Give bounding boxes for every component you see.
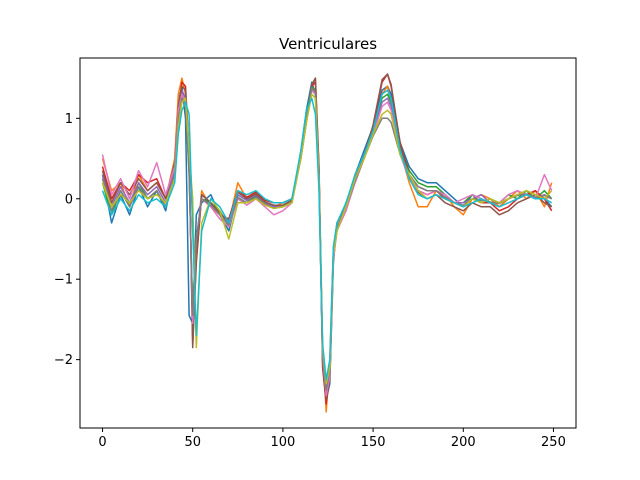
y-axis-ticks: −2 −1 0 1 bbox=[54, 112, 80, 368]
x-tick-label: 0 bbox=[98, 435, 106, 450]
x-tick-label: 150 bbox=[361, 435, 386, 450]
x-tick-label: 200 bbox=[451, 435, 476, 450]
plot-lines bbox=[101, 73, 553, 413]
y-tick-label: −1 bbox=[54, 273, 73, 288]
plot-frame bbox=[79, 57, 577, 429]
y-tick-label: −2 bbox=[54, 353, 73, 368]
chart-title: Ventriculares bbox=[279, 35, 377, 53]
series-line-10 bbox=[101, 89, 553, 381]
x-axis-ticks: 0 50 100 150 200 250 bbox=[98, 428, 566, 450]
y-tick-label: 1 bbox=[65, 112, 73, 127]
y-tick-label: 0 bbox=[65, 192, 73, 207]
x-tick-label: 100 bbox=[270, 435, 295, 450]
x-tick-label: 50 bbox=[184, 435, 201, 450]
x-tick-label: 250 bbox=[541, 435, 566, 450]
